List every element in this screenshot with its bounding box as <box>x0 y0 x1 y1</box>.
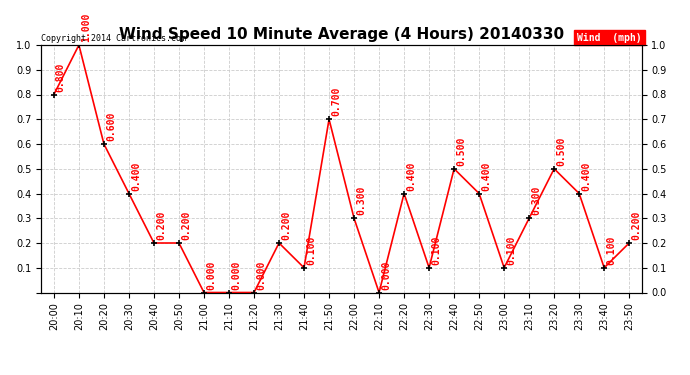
Text: 0.200: 0.200 <box>156 211 166 240</box>
Text: 0.200: 0.200 <box>631 211 641 240</box>
Text: 0.000: 0.000 <box>206 260 216 290</box>
Text: 0.300: 0.300 <box>356 186 366 216</box>
Text: 0.400: 0.400 <box>481 161 491 191</box>
Text: 0.500: 0.500 <box>456 136 466 166</box>
Text: 0.800: 0.800 <box>56 62 66 92</box>
Text: 0.500: 0.500 <box>556 136 566 166</box>
Text: 0.700: 0.700 <box>331 87 341 117</box>
Text: 0.300: 0.300 <box>531 186 541 216</box>
Text: 0.100: 0.100 <box>506 236 516 265</box>
Text: 0.200: 0.200 <box>181 211 191 240</box>
Text: 0.400: 0.400 <box>131 161 141 191</box>
Text: 0.000: 0.000 <box>381 260 391 290</box>
Text: 1.000: 1.000 <box>81 13 91 42</box>
Text: Wind  (mph): Wind (mph) <box>577 33 642 42</box>
Text: 0.400: 0.400 <box>406 161 416 191</box>
Text: 0.000: 0.000 <box>231 260 241 290</box>
Text: 0.600: 0.600 <box>106 112 116 141</box>
Text: 0.100: 0.100 <box>306 236 316 265</box>
Text: Copyright 2014 Cartronics.com: Copyright 2014 Cartronics.com <box>41 33 186 42</box>
Text: 0.000: 0.000 <box>256 260 266 290</box>
Title: Wind Speed 10 Minute Average (4 Hours) 20140330: Wind Speed 10 Minute Average (4 Hours) 2… <box>119 27 564 42</box>
Text: 0.100: 0.100 <box>431 236 441 265</box>
Text: 0.200: 0.200 <box>281 211 291 240</box>
Text: 0.100: 0.100 <box>606 236 616 265</box>
Text: 0.400: 0.400 <box>581 161 591 191</box>
